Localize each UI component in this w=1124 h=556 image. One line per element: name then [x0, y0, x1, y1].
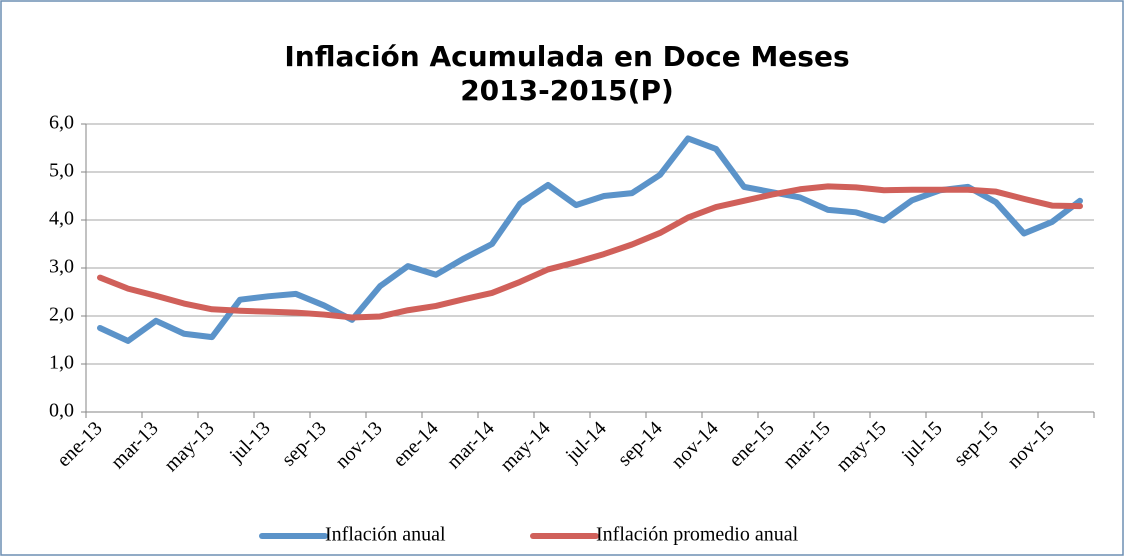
chart-title: Inflación Acumulada en Doce Meses	[284, 40, 849, 73]
y-tick-label: 2,0	[49, 304, 74, 326]
y-tick-label: 4,0	[49, 208, 74, 230]
y-tick-label: 5,0	[49, 160, 74, 182]
data-line	[97, 135, 1083, 344]
y-tick-label: 0,0	[49, 400, 74, 422]
y-tick-label: 6,0	[49, 112, 74, 134]
legend-label: Inflación promedio anual	[596, 524, 799, 546]
legend-label: Inflación anual	[325, 524, 446, 546]
y-tick-label: 1,0	[49, 352, 74, 374]
chart-title: 2013-2015(P)	[460, 74, 674, 107]
y-tick-label: 3,0	[49, 256, 74, 278]
data-line	[97, 183, 1083, 321]
